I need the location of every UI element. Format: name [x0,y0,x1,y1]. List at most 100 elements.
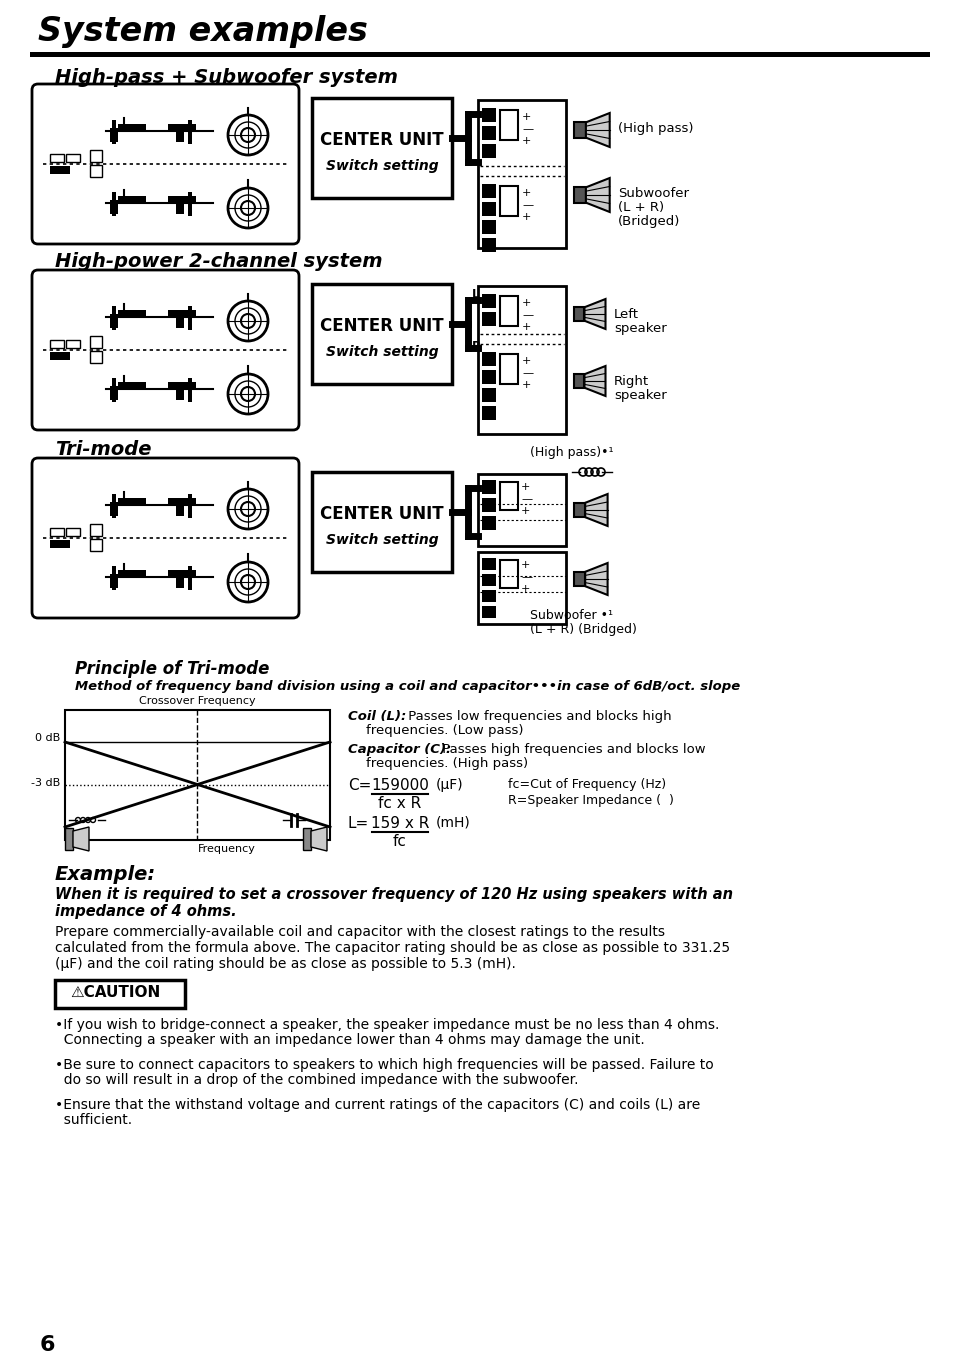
Bar [188,378,192,402]
Bar [168,382,195,390]
Bar [118,382,146,390]
Text: +: + [520,505,530,516]
Text: +: + [521,356,531,366]
Text: High-power 2-channel system: High-power 2-channel system [55,252,382,271]
Bar [481,480,496,495]
Text: +: + [521,298,531,308]
Bar [168,196,195,205]
Bar [55,980,185,1008]
Bar [188,306,192,331]
Text: do so will result in a drop of the combined impedance with the subwoofer.: do so will result in a drop of the combi… [55,1073,578,1087]
Text: •If you wish to bridge-connect a speaker, the speaker impedance must be no less : •If you wish to bridge-connect a speaker… [55,1018,719,1033]
Text: —: — [520,495,532,504]
Text: Prepare commercially-available coil and capacitor with the closest ratings to th: Prepare commercially-available coil and … [55,925,664,939]
Bar [175,501,184,516]
Text: -3 dB: -3 dB [30,778,60,787]
Polygon shape [585,112,609,146]
Bar [188,566,192,589]
Text: —: — [521,369,533,378]
Text: CENTER UNIT: CENTER UNIT [320,317,443,335]
Bar [477,551,565,625]
Bar [481,575,496,585]
Text: Crossover Frequency: Crossover Frequency [138,696,255,706]
Text: 159 x R: 159 x R [371,816,429,831]
Bar [168,310,195,318]
Text: Principle of Tri-mode: Principle of Tri-mode [75,660,269,678]
FancyBboxPatch shape [32,270,298,430]
Bar [175,201,184,214]
Bar [50,154,64,163]
Bar [110,314,118,328]
Bar [110,201,118,214]
Bar [477,474,565,546]
Text: (μF): (μF) [436,778,463,793]
Text: CENTER UNIT: CENTER UNIT [320,131,443,149]
Polygon shape [584,495,607,526]
Text: +: + [520,584,530,593]
Bar [574,572,584,587]
Text: (mH): (mH) [436,816,470,831]
Polygon shape [584,366,605,396]
Text: (High pass): (High pass) [618,122,693,136]
Text: (L + R): (L + R) [618,201,663,214]
Bar [110,127,118,142]
Bar [118,570,146,579]
Bar [118,310,146,318]
Text: R=Speaker Impedance (  ): R=Speaker Impedance ( ) [507,794,673,808]
Bar [90,165,102,178]
Text: L=: L= [348,816,369,831]
Bar [574,503,584,518]
Bar [481,499,496,512]
Text: Connecting a speaker with an impedance lower than 4 ohms may damage the unit.: Connecting a speaker with an impedance l… [55,1033,644,1047]
Bar [477,100,565,248]
Bar [66,154,80,163]
Text: R: R [472,340,480,354]
Bar [112,306,116,331]
Bar [481,589,496,602]
Bar [112,121,116,144]
Bar [168,570,195,579]
Polygon shape [584,299,605,329]
Bar [477,286,565,434]
Bar [118,499,146,505]
Bar [499,295,517,327]
Text: +: + [521,188,531,198]
Text: System examples: System examples [38,15,368,47]
Bar [481,202,496,215]
Bar [481,352,496,366]
Bar [90,351,102,363]
Bar [481,558,496,570]
Text: High-pass + Subwoofer system: High-pass + Subwoofer system [55,68,397,87]
Text: —: — [520,572,532,583]
Bar [112,378,116,402]
Bar [90,336,102,348]
Bar [481,238,496,252]
Bar [481,516,496,530]
Text: Passes low frequencies and blocks high: Passes low frequencies and blocks high [403,710,671,724]
Bar [481,606,496,618]
Text: —: — [521,201,533,210]
Bar [481,108,496,122]
Bar [481,144,496,159]
FancyBboxPatch shape [32,458,298,618]
Bar [481,184,496,198]
Bar [188,495,192,518]
Bar [175,575,184,588]
Bar [175,314,184,328]
Text: 159000: 159000 [371,778,429,793]
Bar [188,121,192,144]
Bar [481,294,496,308]
Bar [574,122,585,138]
Bar [481,220,496,234]
Text: +: + [521,112,531,122]
Polygon shape [585,178,609,211]
Text: —: — [521,310,533,320]
Bar [481,126,496,140]
Text: fc x R: fc x R [378,795,421,812]
Bar [50,541,70,547]
Text: •Be sure to connect capacitors to speakers to which high frequencies will be pas: •Be sure to connect capacitors to speake… [55,1058,713,1072]
Bar [65,828,73,850]
Bar [50,167,70,173]
Bar [118,196,146,205]
Bar [188,192,192,215]
